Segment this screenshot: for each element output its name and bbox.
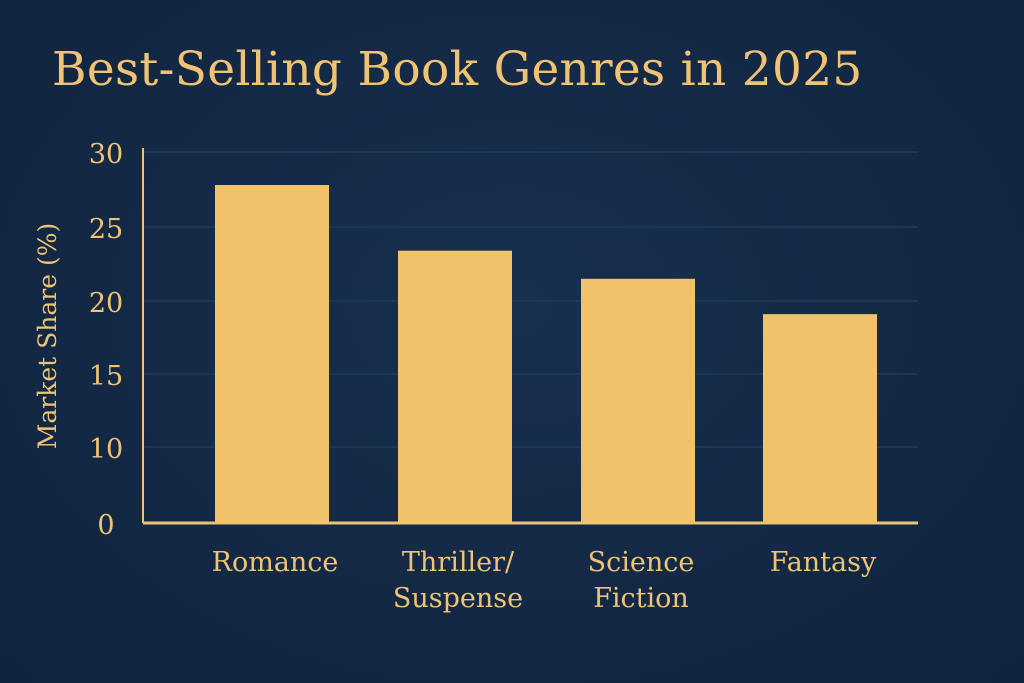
bar-2 <box>581 278 695 523</box>
x-tick-label-line: Fantasy <box>770 547 877 578</box>
x-tick-label-line: Thriller/ <box>402 547 515 578</box>
x-tick-label-2: Science Fiction <box>588 547 695 614</box>
x-tick-label-0: Romance <box>212 547 339 578</box>
bar-3 <box>763 314 877 523</box>
y-tick-label-10: 10 <box>89 434 123 465</box>
x-tick-label-3: Fantasy <box>770 547 877 578</box>
y-tick-label-20: 20 <box>89 288 123 319</box>
bar-0 <box>215 185 329 523</box>
y-tick-label-15: 15 <box>89 361 123 392</box>
y-tick-label-0: 0 <box>97 510 114 541</box>
chart-title: Best-Selling Book Genres in 2025 <box>52 42 863 97</box>
x-tick-label-line: Suspense <box>393 583 523 614</box>
y-tick-label-30: 30 <box>89 139 123 170</box>
x-tick-label-line: Romance <box>212 547 339 578</box>
x-tick-label-line: Fiction <box>593 583 689 614</box>
y-axis-label: Market Share (%) <box>33 223 62 449</box>
x-tick-label-1: Thriller/Suspense <box>393 547 523 614</box>
bar-1 <box>398 250 512 523</box>
y-tick-label-25: 25 <box>89 214 123 245</box>
x-tick-label-line: Science <box>588 547 695 578</box>
